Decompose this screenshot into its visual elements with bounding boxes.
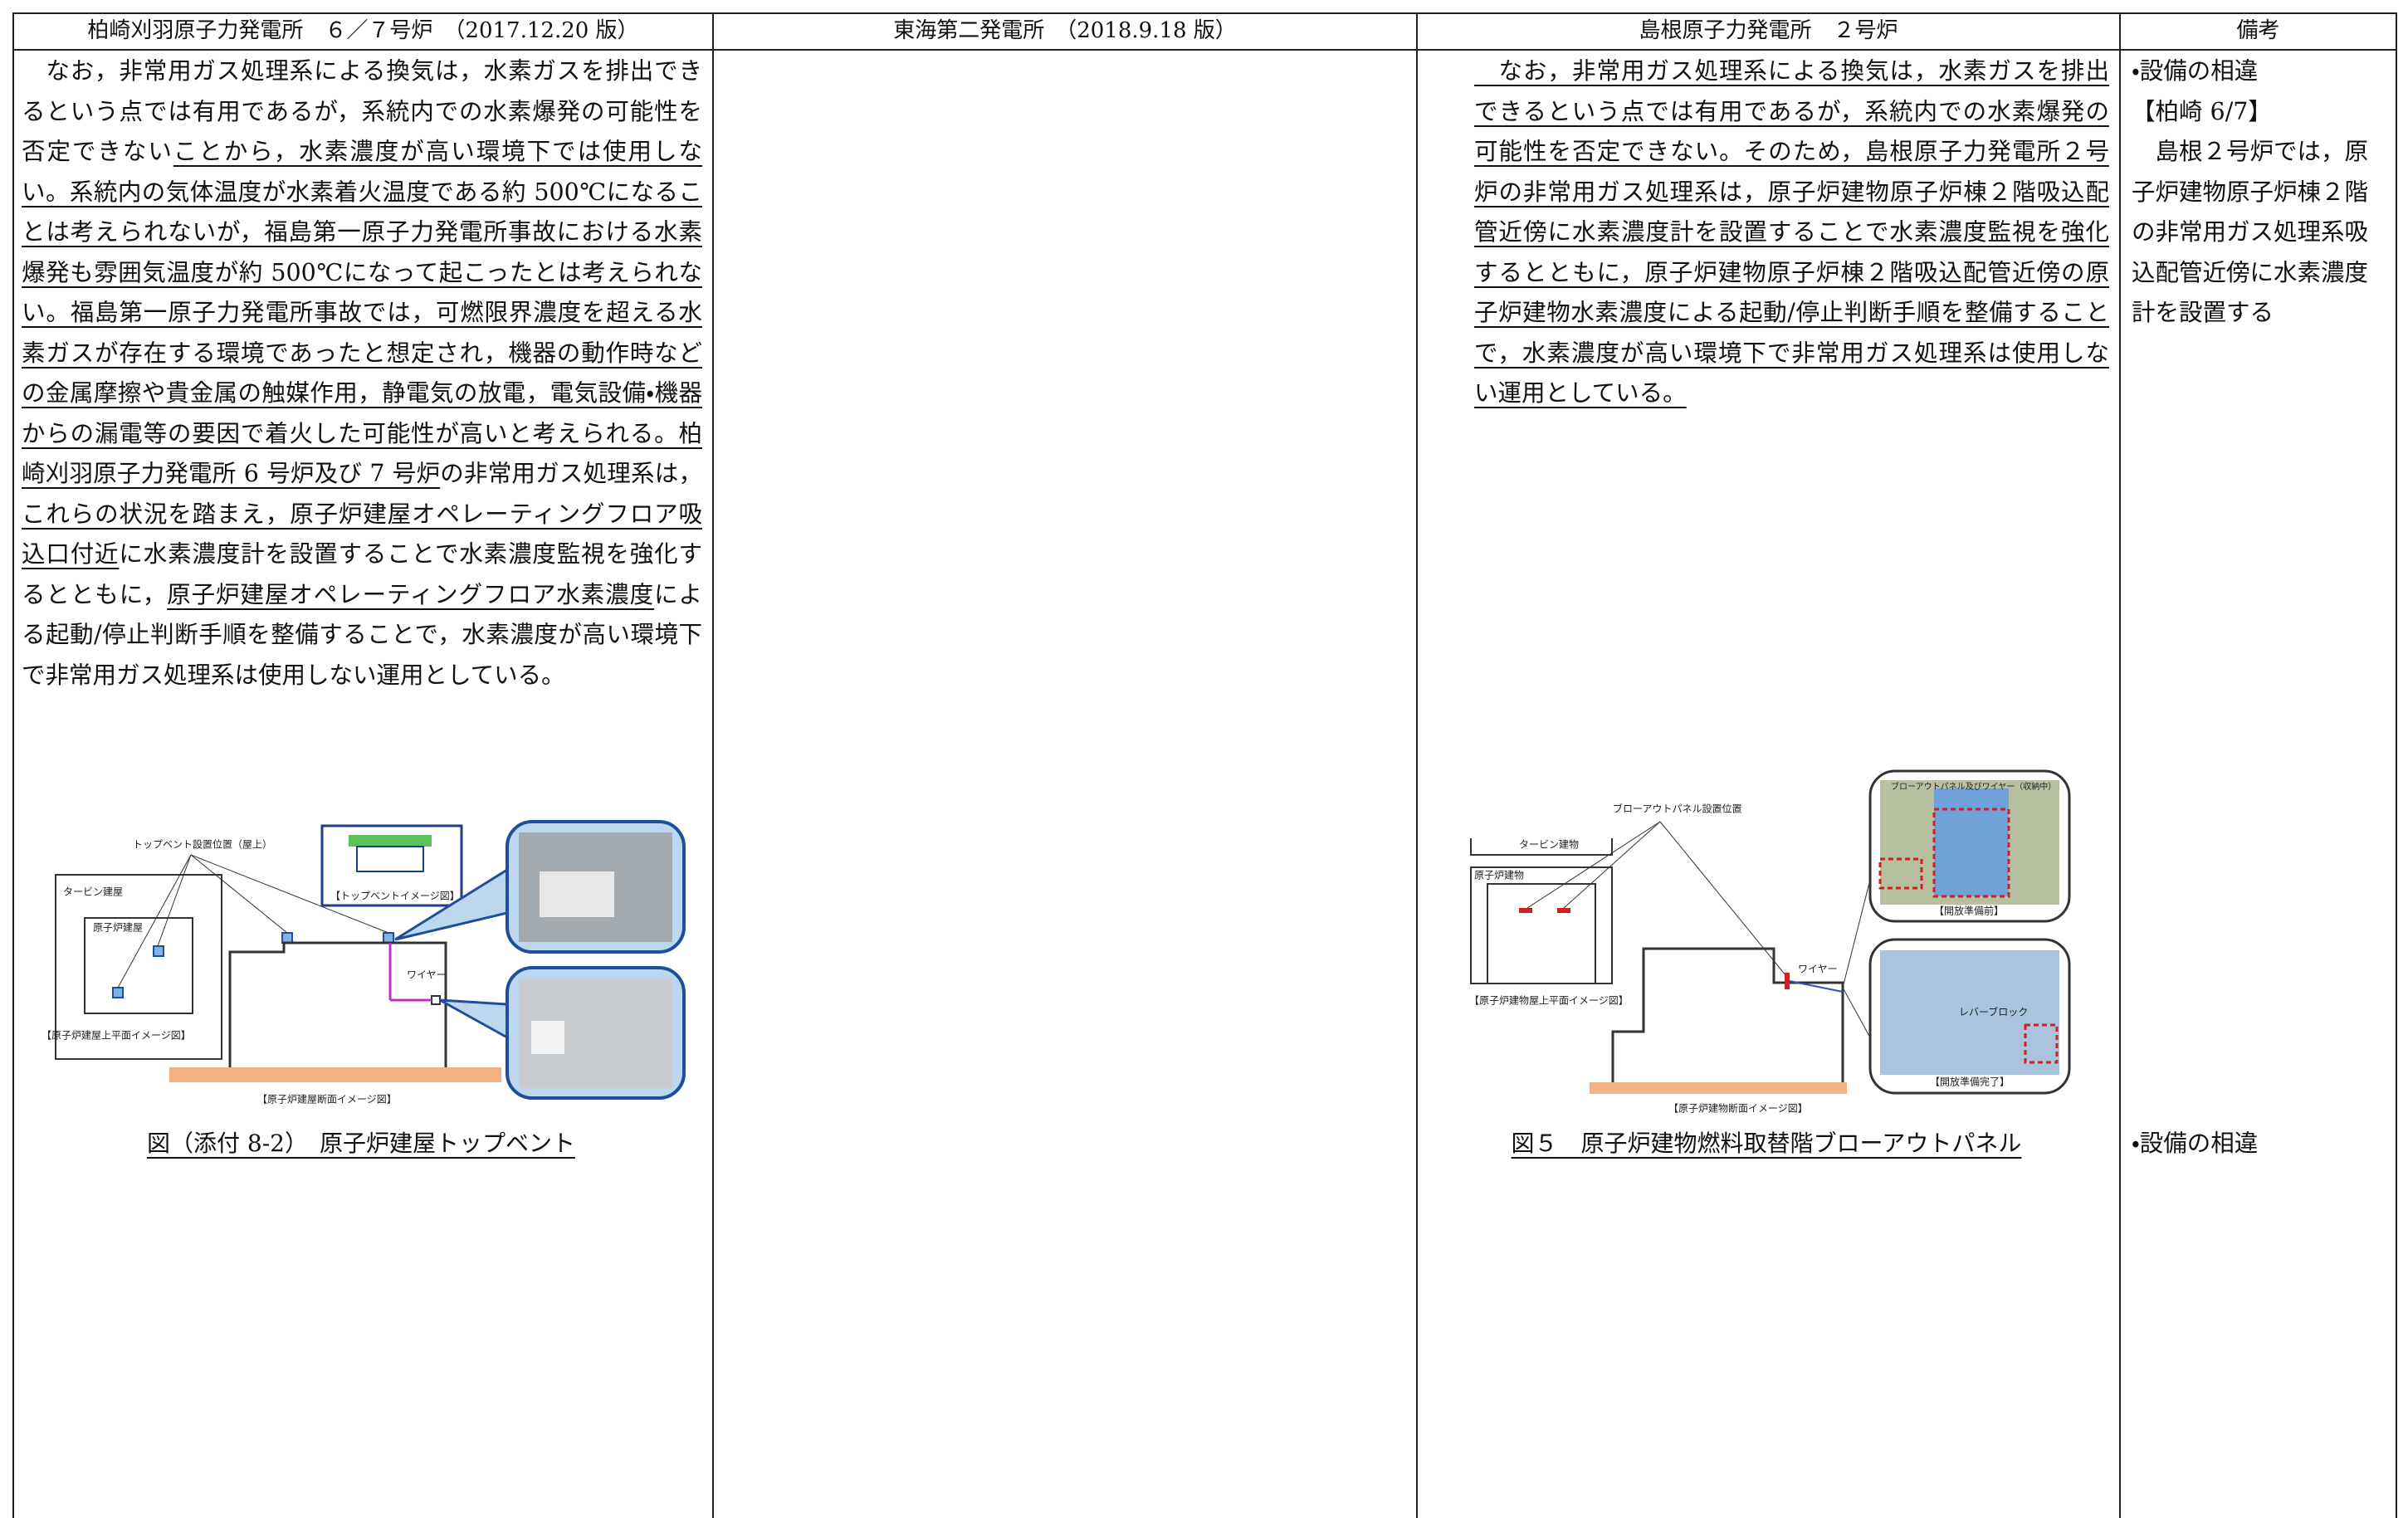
figure-top-vent: トップベント設置位置（屋上） タービン建屋 原子炉建屋 ワイヤー 【トップベント… [42, 820, 686, 1106]
text-segment: に水素濃度計を設置することで水素濃度監視を強化するとともに， [22, 540, 702, 608]
plan-inner [84, 917, 193, 1014]
text-segment: の非常用ガス処理系は， [440, 460, 702, 487]
text-segment: なお，非常用ガス処理系による換気は，水素ガスを排出できるという点では有用であるが… [1474, 57, 2109, 407]
panel-marker [1785, 973, 1790, 989]
figure-label: 【開放準備前】 [1934, 905, 2004, 917]
photo-detail [540, 871, 614, 917]
vent-marker [383, 932, 394, 944]
photo-detail [531, 1021, 564, 1054]
panel-marker [1557, 908, 1570, 913]
callout [439, 998, 509, 1040]
paragraph: なお，非常用ガス処理系による換気は，水素ガスを排出できるという点では有用であるが… [1474, 51, 2109, 414]
figure-label: ブローアウトパネル設置位置 [1613, 803, 1742, 815]
figure-label: 【原子炉建屋上平面イメージ図】 [42, 1030, 191, 1042]
vent-marker [281, 932, 293, 944]
vent-roof [349, 835, 432, 847]
leader [1563, 821, 1661, 909]
column-header: 東海第二発電所 （2018.9.18 版） [893, 18, 1237, 43]
table-border [12, 12, 2396, 14]
column-header: 柏崎刈羽原子力発電所 ６／７号炉 （2017.12.20 版） [87, 18, 639, 43]
vent-body [356, 846, 424, 872]
figure-label: 原子炉建物 [1474, 870, 1524, 881]
figure-label: 【原子炉建屋断面イメージ図】 [257, 1094, 397, 1106]
text-segment: 原子炉建屋オペレーティングフロア吸込口付近 [22, 500, 702, 569]
building-section [228, 941, 447, 1067]
remark: 島根２号炉では，原子炉建物原子炉棟２階の非常用ガス処理系吸込配管近傍に水素濃度計… [2132, 138, 2369, 326]
remark: ・設備の相違 [2132, 57, 2259, 85]
plan-inner [1487, 883, 1596, 984]
ground [1590, 1082, 1847, 1094]
vent-marker [153, 945, 164, 957]
highlight [1932, 808, 2010, 898]
figure-label: ブローアウトパネル及びワイヤー（収納中） [1891, 781, 2056, 792]
column-border [12, 12, 14, 1518]
text-segment: これらの状況を踏まえ， [22, 500, 291, 528]
text-segment: なお，非常用ガス処理系による換気は，水素ガスを排出できるという点では有用であるが… [22, 57, 702, 165]
column-border [1416, 12, 1418, 1518]
leader [190, 854, 389, 934]
column-border [712, 12, 714, 1518]
photo [1880, 950, 2059, 1075]
figure-caption: 図（添付 8-2） 原子炉建屋トップベント [147, 1130, 575, 1157]
column-border [2396, 12, 2397, 1518]
figure-label: 【原子炉建物屋上平面イメージ図】 [1469, 995, 1629, 1007]
remark: ・設備の相違 [2132, 1130, 2259, 1157]
leader [117, 854, 192, 988]
figure-label: タービン建屋 [63, 886, 123, 898]
wire [1789, 980, 1844, 993]
column-header: 備考 [2236, 18, 2280, 43]
figure-label: レバーブロック [1959, 1006, 2028, 1018]
ground [169, 1067, 501, 1082]
figure-label: 【開放準備完了】 [1930, 1076, 2010, 1088]
figure-label: ワイヤー [1798, 964, 1838, 975]
figure-label: トップベント設置位置（屋上） [133, 839, 272, 851]
remark: 【柏崎 6/7】 [2132, 97, 2272, 125]
plan-outline [55, 874, 222, 1060]
leader [190, 854, 288, 934]
header-border [12, 49, 2396, 51]
turbine-outline [1470, 838, 1613, 856]
figure-label: 【原子炉建物断面イメージ図】 [1668, 1103, 1808, 1115]
figure-label: タービン建物 [1519, 839, 1579, 851]
vent-marker [112, 987, 124, 998]
paragraph: なお，非常用ガス処理系による換気は，水素ガスを排出できるという点では有用であるが… [22, 51, 702, 696]
marker [431, 995, 441, 1005]
highlight [1878, 857, 1923, 890]
callout-line [1842, 987, 1871, 1038]
column-border [2119, 12, 2121, 1518]
figure-label: 【トップベントイメージ図】 [330, 891, 460, 902]
figure-caption: 図５ 原子炉建物燃料取替階ブローアウトパネル [1511, 1130, 2022, 1157]
photo-detail [1934, 788, 2009, 896]
leader [157, 854, 192, 947]
column-header: 島根原子力発電所 ２号炉 [1639, 18, 1898, 43]
highlight [2024, 1023, 2059, 1064]
figure-blowout-panel: ブローアウトパネル設置位置 タービン建物 原子炉建物 ワイヤー 【原子炉建物屋上… [1469, 769, 2071, 1115]
building-section [1611, 947, 1844, 1082]
figure-label: ワイヤー [407, 969, 447, 981]
text-segment: による起動/停止判断手順を整備することで，水素濃度が高い環境下で非常用ガス処理系… [22, 580, 702, 689]
leader [1526, 821, 1661, 909]
leader [1659, 821, 1787, 977]
callout-line [1842, 879, 1871, 988]
panel-marker [1519, 908, 1532, 913]
text-segment: 原子炉建屋オペレーティングフロア水素濃度 [167, 580, 655, 608]
figure-label: 原子炉建屋 [93, 922, 143, 934]
text-segment: ことから，水素濃度が高い環境下では使用しない。系統内の気体温度が水素着火温度であ… [22, 138, 702, 487]
